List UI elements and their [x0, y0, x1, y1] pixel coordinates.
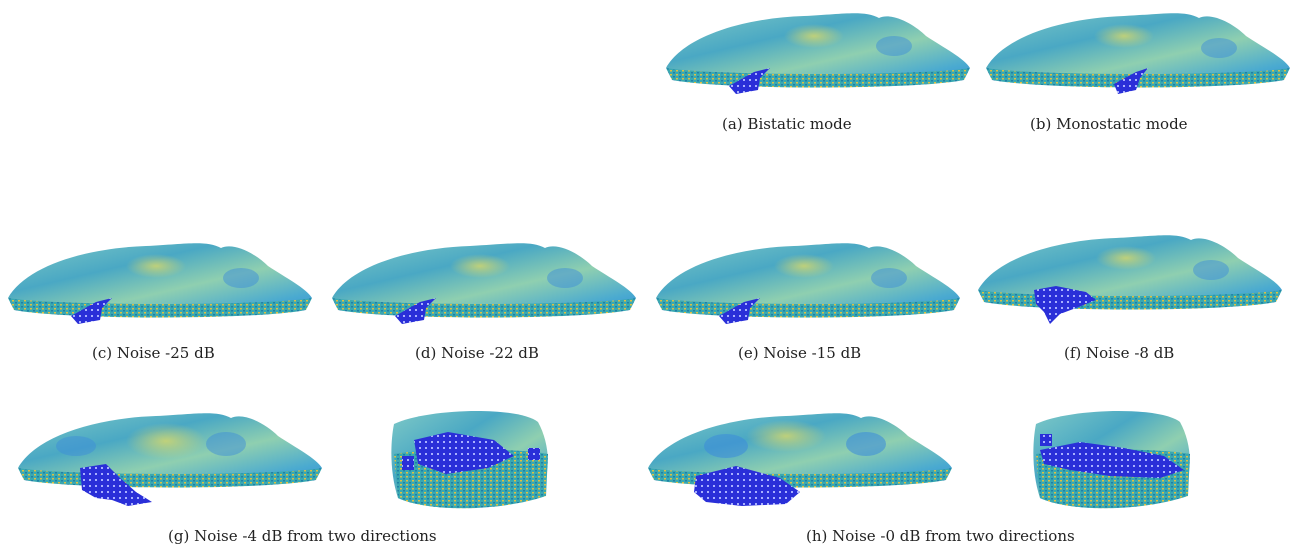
- panel-e-image: [654, 236, 964, 331]
- panel-g-top-image: [388, 404, 558, 514]
- panel-c-image: [6, 236, 316, 331]
- panel-b-caption: (b) Monostatic mode: [1030, 115, 1188, 133]
- panel-b-image: [984, 6, 1293, 101]
- panel-f-caption: (f) Noise -8 dB: [1064, 344, 1175, 362]
- panel-f-image: [976, 228, 1286, 328]
- panel-h-caption: (h) Noise -0 dB from two directions: [806, 527, 1075, 545]
- panel-a-image: [664, 6, 974, 101]
- panel-g-side-image: [16, 406, 326, 511]
- panel-a-caption: (a) Bistatic mode: [722, 115, 852, 133]
- panel-c-caption: (c) Noise -25 dB: [92, 344, 215, 362]
- panel-d-image: [330, 236, 640, 331]
- panel-e-caption: (e) Noise -15 dB: [738, 344, 862, 362]
- panel-d-caption: (d) Noise -22 dB: [415, 344, 539, 362]
- panel-h-side-image: [646, 406, 956, 511]
- panel-g-caption: (g) Noise -4 dB from two directions: [168, 527, 437, 545]
- panel-h-top-image: [1030, 404, 1200, 514]
